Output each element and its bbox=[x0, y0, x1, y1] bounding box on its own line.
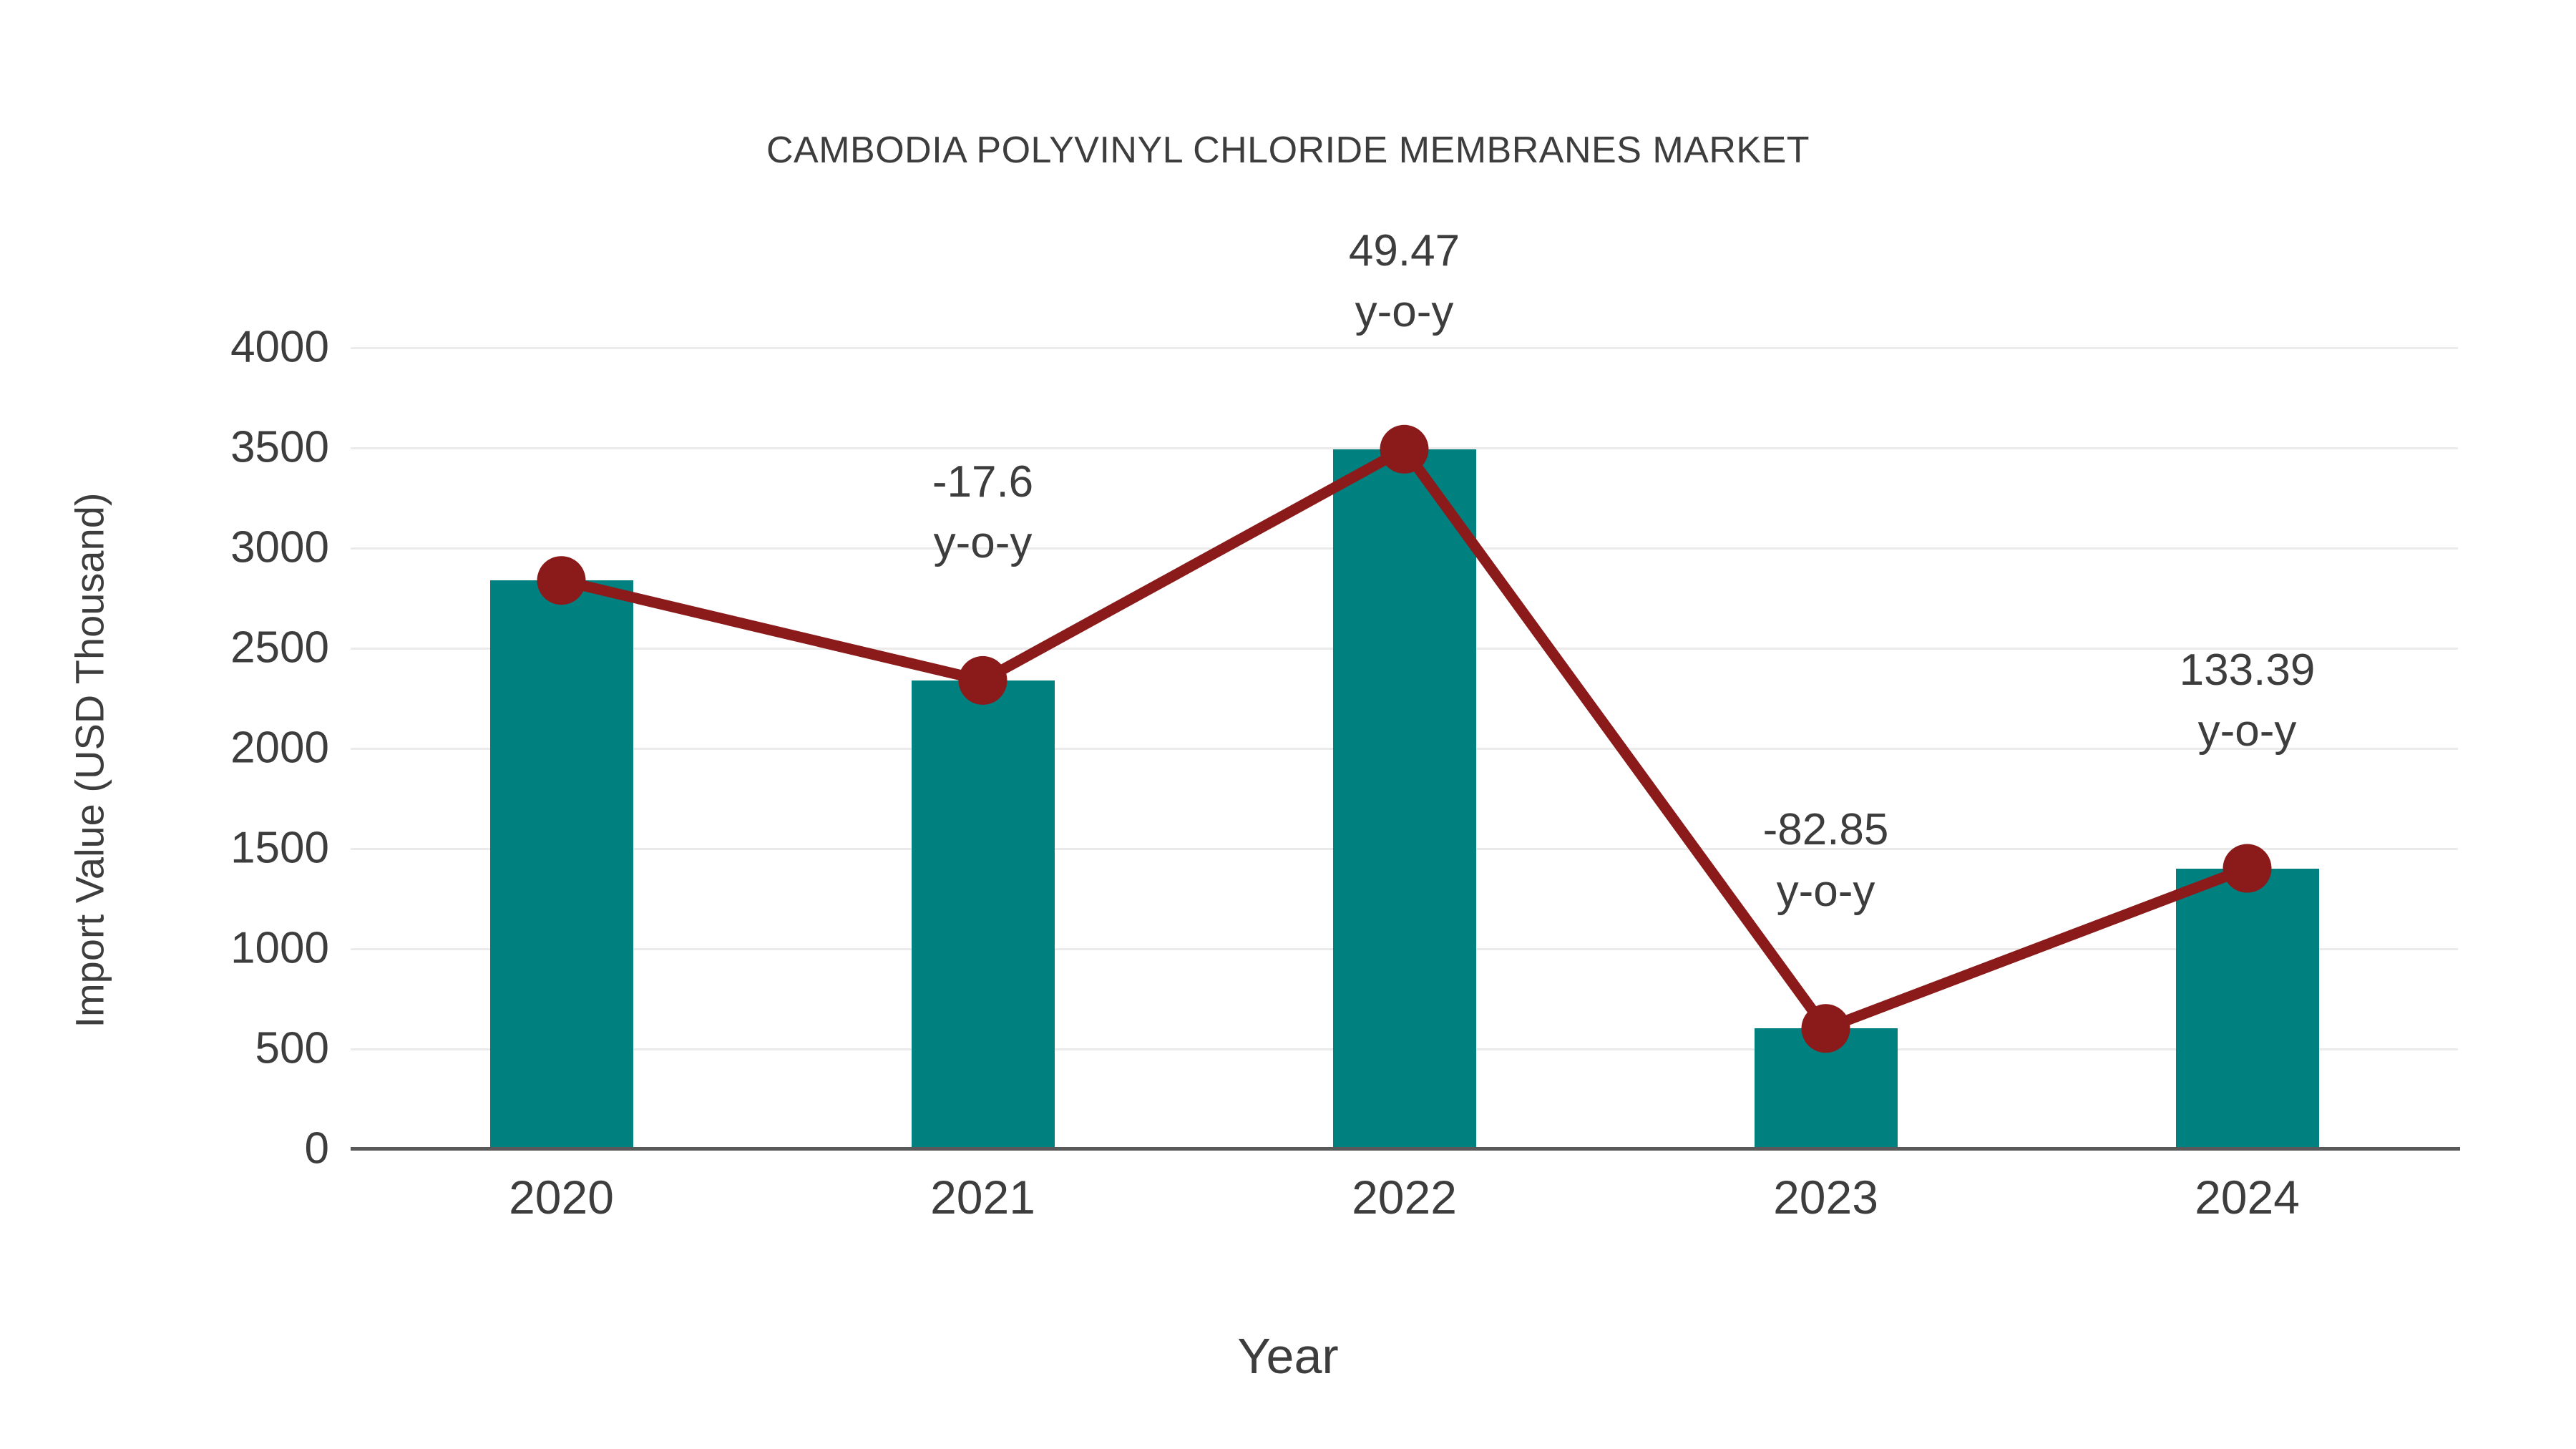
growth-annotation-suffix: y-o-y bbox=[2197, 706, 2297, 756]
y-tick-label: 500 bbox=[255, 1023, 329, 1073]
bar[interactable] bbox=[911, 680, 1055, 1148]
x-axis-title: Year bbox=[1237, 1328, 1339, 1384]
bar[interactable] bbox=[1332, 449, 1476, 1148]
y-tick-label: 0 bbox=[304, 1123, 329, 1174]
x-tick-label: 2024 bbox=[2195, 1171, 2300, 1224]
growth-annotation-value: 133.39 bbox=[2179, 645, 2316, 695]
x-tick-label: 2023 bbox=[1773, 1171, 1878, 1224]
chart-title: CAMBODIA POLYVINYL CHLORIDE MEMBRANES MA… bbox=[766, 130, 1810, 171]
y-tick-label: 3000 bbox=[230, 522, 329, 572]
growth-annotation: 49.47 y-o-y bbox=[1204, 220, 1605, 343]
bar[interactable] bbox=[489, 580, 633, 1148]
growth-annotation-suffix: y-o-y bbox=[933, 518, 1033, 568]
x-tick-label: 2022 bbox=[1352, 1171, 1457, 1224]
y-tick-label: 2500 bbox=[230, 623, 329, 673]
gridline bbox=[351, 347, 2458, 349]
bar[interactable] bbox=[1754, 1028, 1898, 1148]
growth-annotation-suffix: y-o-y bbox=[1776, 866, 1875, 916]
x-tick-label: 2020 bbox=[509, 1171, 614, 1224]
growth-annotation: -17.6 y-o-y bbox=[783, 452, 1184, 574]
x-tick-label: 2021 bbox=[930, 1171, 1035, 1224]
bar[interactable] bbox=[2175, 868, 2319, 1148]
y-tick-label: 1000 bbox=[230, 923, 329, 973]
growth-annotation-value: 49.47 bbox=[1348, 225, 1460, 275]
y-tick-label: 1500 bbox=[230, 823, 329, 873]
x-axis-line bbox=[351, 1147, 2460, 1151]
y-tick-label: 4000 bbox=[230, 322, 329, 372]
growth-annotation-suffix: y-o-y bbox=[1355, 287, 1454, 337]
growth-annotation-value: -82.85 bbox=[1762, 805, 1889, 855]
y-tick-label: 2000 bbox=[230, 723, 329, 773]
growth-annotation: -82.85 y-o-y bbox=[1626, 799, 2026, 922]
growth-annotation: 133.39 y-o-y bbox=[2047, 640, 2448, 762]
growth-annotation-value: -17.6 bbox=[932, 457, 1034, 507]
y-tick-label: 3500 bbox=[230, 422, 329, 472]
